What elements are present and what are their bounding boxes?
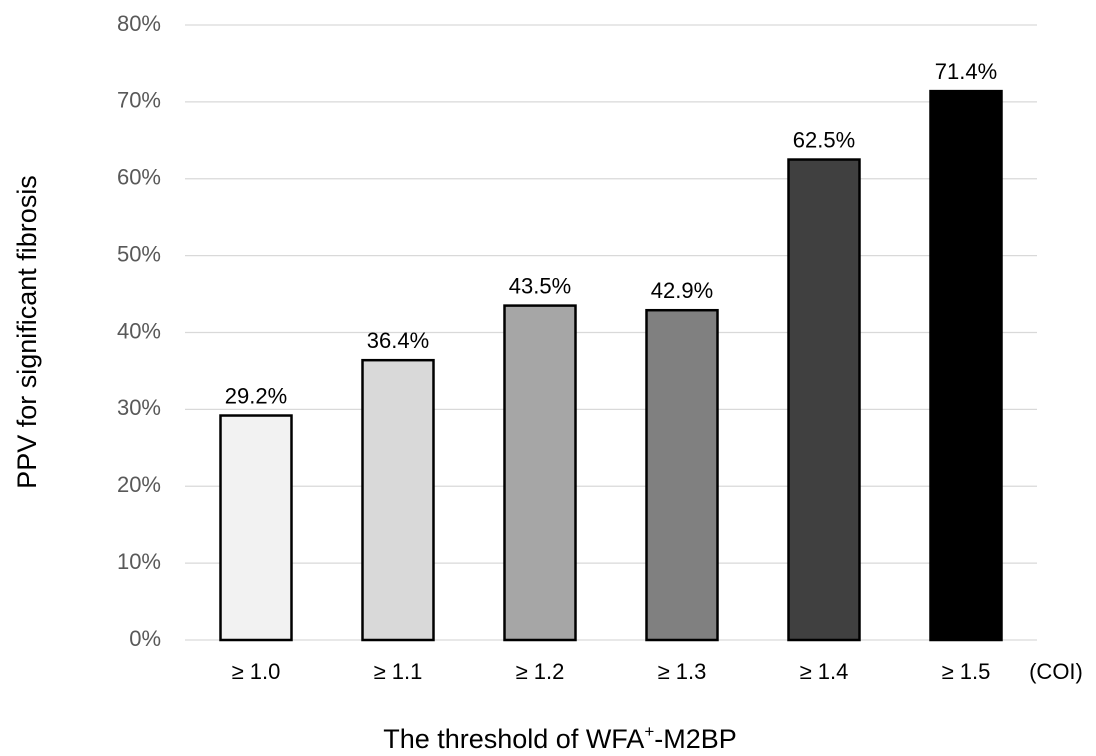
- bar: [503, 304, 577, 642]
- y-tick-label: 30%: [117, 395, 161, 420]
- data-label: 71.4%: [935, 59, 997, 84]
- x-axis-title-main: The threshold of WFA: [383, 724, 644, 754]
- x-tick-label: ≥ 1.2: [516, 659, 565, 684]
- y-tick-label: 80%: [117, 11, 161, 36]
- x-axis-ticks: ≥ 1.0 ≥ 1.1 ≥ 1.2 ≥ 1.3 ≥ 1.4 ≥ 1.5: [232, 659, 991, 684]
- y-tick-label: 60%: [117, 165, 161, 190]
- x-axis-title-tail: -M2BP: [654, 724, 737, 754]
- y-tick-label: 20%: [117, 472, 161, 497]
- bar: [929, 89, 1003, 642]
- data-label: 36.4%: [367, 328, 429, 353]
- y-axis-title: PPV for significant fibrosis: [12, 175, 42, 489]
- x-tick-label: ≥ 1.1: [374, 659, 423, 684]
- x-tick-label: ≥ 1.4: [800, 659, 849, 684]
- x-tick-label: ≥ 1.3: [658, 659, 707, 684]
- x-unit-label: (COI): [1029, 659, 1083, 684]
- x-tick-label: ≥ 1.5: [942, 659, 991, 684]
- bar: [219, 414, 293, 642]
- data-label: 43.5%: [509, 274, 571, 299]
- bar: [645, 308, 719, 642]
- bar: [361, 358, 435, 642]
- x-axis-title: The threshold of WFA+-M2BP: [383, 722, 737, 754]
- x-tick-label: ≥ 1.0: [232, 659, 281, 684]
- bar: [787, 158, 861, 642]
- bars: [219, 89, 1003, 642]
- y-axis-ticks: 0% 10% 20% 30% 40% 50% 60% 70% 80%: [117, 11, 161, 651]
- y-tick-label: 50%: [117, 241, 161, 266]
- data-labels: 29.2% 36.4% 43.5% 42.9% 62.5% 71.4%: [225, 59, 997, 408]
- x-axis-title-superscript: +: [644, 722, 654, 741]
- data-label: 62.5%: [793, 128, 855, 153]
- data-label: 42.9%: [651, 278, 713, 303]
- gridlines: [185, 24, 1037, 641]
- y-tick-label: 40%: [117, 318, 161, 343]
- y-tick-label: 70%: [117, 88, 161, 113]
- y-tick-label: 0%: [129, 626, 161, 651]
- data-label: 29.2%: [225, 384, 287, 409]
- y-tick-label: 10%: [117, 549, 161, 574]
